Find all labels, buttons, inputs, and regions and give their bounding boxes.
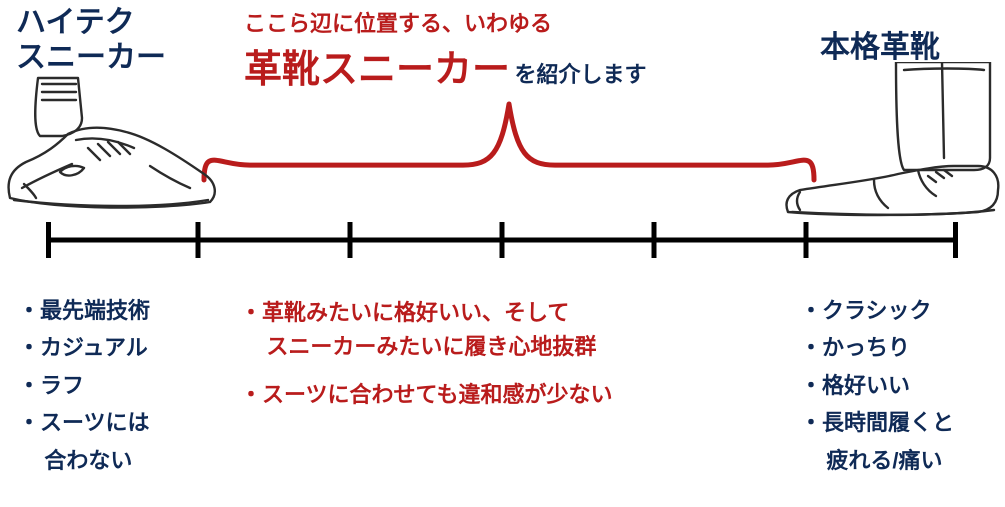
- bullets-left: ・最先端技術・カジュアル・ラフ・スーツには合わない: [18, 292, 150, 479]
- left-title-line1: ハイテク: [16, 6, 135, 39]
- bullets-right: ・クラシック・かっちり・格好いい・長時間履くと疲れる/痛い: [800, 292, 954, 479]
- brace-icon: [200, 98, 818, 184]
- left-title-line2: スニーカー: [16, 41, 166, 74]
- bullet-item-cont: 疲れる/痛い: [800, 442, 954, 479]
- bullet-item-cont: スニーカーみたいに履き心地抜群: [240, 330, 612, 364]
- bullet-item: ・格好いい: [800, 367, 954, 404]
- right-title: 本格革靴: [820, 22, 940, 66]
- center-heading-line1: ここら辺に位置する、いわゆる: [244, 6, 646, 38]
- bullet-item: ・クラシック: [800, 292, 954, 329]
- center-heading: ここら辺に位置する、いわゆる 革靴スニーカー を紹介します: [244, 6, 646, 93]
- bullet-item: ・最先端技術: [18, 292, 150, 329]
- center-heading-line2: 革靴スニーカー を紹介します: [244, 38, 646, 93]
- bullet-item: ・スーツに合わせても違和感が少ない: [240, 378, 612, 412]
- bullet-item: ・スーツには: [18, 404, 150, 441]
- bullet-item: ・長時間履くと: [800, 404, 954, 441]
- bullets-center: ・革靴みたいに格好いい、そしてスニーカーみたいに履き心地抜群・スーツに合わせても…: [240, 296, 612, 412]
- bullet-item: ・ラフ: [18, 367, 150, 404]
- sneaker-sketch-icon: [0, 70, 220, 220]
- bullet-item: ・かっちり: [800, 329, 954, 366]
- spectrum-axis: [46, 220, 958, 260]
- bullet-item-cont: 合わない: [18, 442, 150, 479]
- center-heading-big: 革靴スニーカー: [244, 38, 510, 93]
- leather-shoe-sketch-icon: [778, 62, 1004, 220]
- center-heading-suffix: を紹介します: [514, 57, 646, 89]
- bullet-item: ・革靴みたいに格好いい、そして: [240, 296, 612, 330]
- right-title-text: 本格革靴: [820, 31, 940, 64]
- left-title: ハイテク スニーカー: [16, 6, 166, 75]
- bullet-item: ・カジュアル: [18, 329, 150, 366]
